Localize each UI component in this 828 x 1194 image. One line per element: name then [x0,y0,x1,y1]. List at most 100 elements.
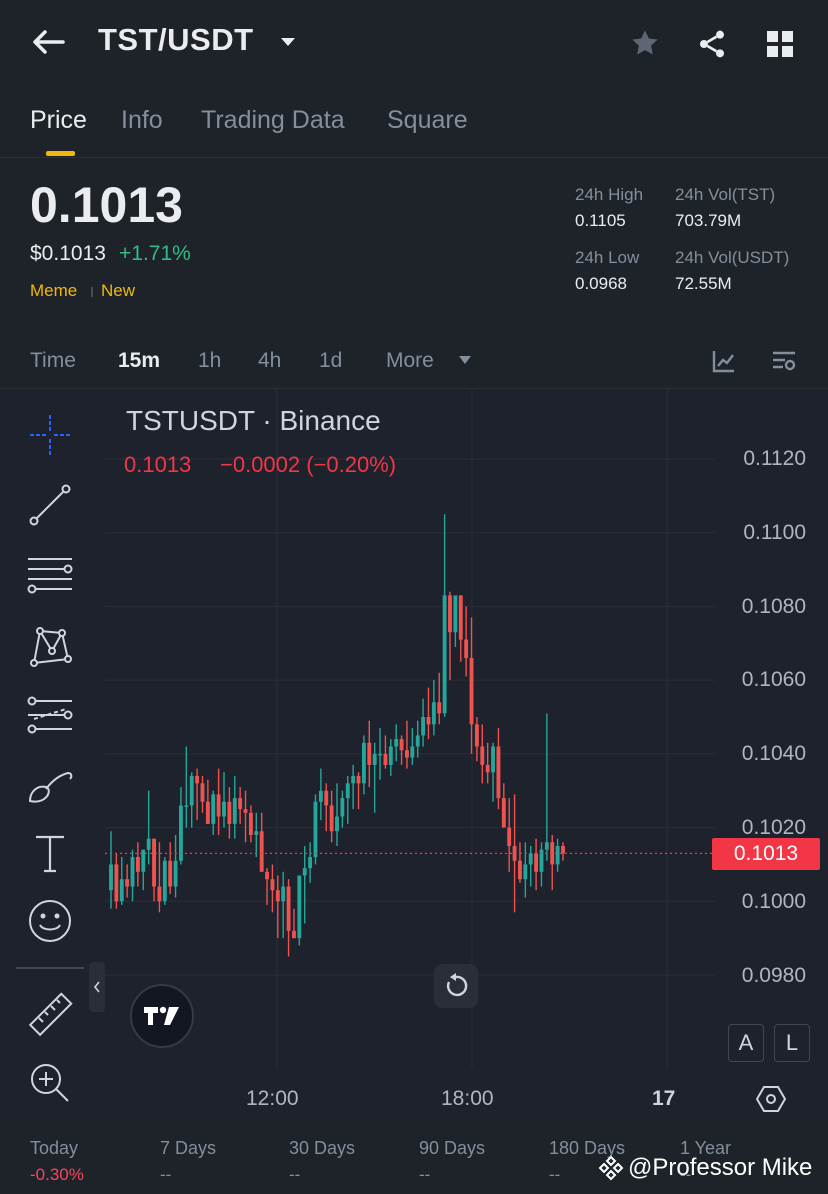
x-tick-label: 18:00 [441,1087,494,1110]
interval-1d[interactable]: 1d [319,349,343,372]
tag-meme[interactable]: Meme [30,281,78,300]
pair-title[interactable]: TST/USDT [98,22,254,57]
chart-ohlc-price: 0.1013 [124,452,192,477]
candle [496,728,501,810]
candle [130,849,135,902]
star-icon[interactable] [626,24,664,62]
candle [480,724,485,784]
candle [340,790,345,828]
candle [550,834,555,891]
candle [555,838,560,872]
chart-settings-icon[interactable] [768,345,800,377]
tab-info[interactable]: Info [121,106,163,134]
candle [539,842,544,887]
tab-trading-data[interactable]: Trading Data [201,106,345,134]
pattern-icon[interactable] [22,617,78,673]
candle [561,842,565,861]
tradingview-logo-icon[interactable] [130,984,194,1048]
candle [222,772,226,828]
period-7d-value: -- [160,1165,172,1184]
candle [367,720,372,788]
tab-square[interactable]: Square [387,106,468,134]
time-axis-settings-icon[interactable] [754,1082,788,1116]
candle [173,834,178,898]
indicator-icon[interactable] [708,345,740,377]
grid-menu-icon[interactable] [760,24,800,64]
candle [308,842,313,883]
candle [248,805,253,843]
ruler-icon[interactable] [22,987,78,1043]
candle [286,879,291,957]
fib-retracement-icon[interactable] [22,547,78,603]
current-price-tag: 0.1013 [712,838,820,870]
x-tick-label: 12:00 [246,1087,299,1110]
period-90d-label: 90 Days [419,1138,486,1158]
candle [421,698,426,747]
text-tool-icon[interactable] [22,825,78,881]
stat-low-value: 0.0968 [575,274,627,293]
x-tick-label: 17 [652,1087,676,1110]
trend-line-icon[interactable] [22,477,78,533]
tag-new[interactable]: New [101,281,136,300]
candle [512,794,517,913]
candle [297,875,302,946]
caret-down-icon[interactable] [276,30,300,54]
candle [448,591,452,681]
candle [227,787,232,839]
stat-vol-base-label: 24h Vol(TST) [675,185,776,204]
candlestick-chart[interactable] [0,389,828,1123]
chart-area[interactable] [0,389,828,1123]
crosshair-icon[interactable] [22,407,78,463]
candle [534,838,539,891]
forecast-icon[interactable] [22,687,78,743]
y-tick-label: 0.1100 [743,521,806,544]
more-caret-icon[interactable] [456,351,474,369]
candle [157,842,162,913]
candle [275,875,280,939]
interval-1h[interactable]: 1h [198,349,222,372]
candle [501,783,506,828]
period-1y-label: 1 Year [680,1138,732,1158]
brush-icon[interactable] [22,757,78,813]
back-arrow-icon[interactable] [24,24,72,60]
candle [200,775,205,813]
candle [119,857,124,905]
period-90d-value: -- [419,1165,431,1184]
candle [125,864,130,898]
candle [195,768,200,821]
toolbar-divider [16,967,84,969]
log-scale-button[interactable]: L [774,1024,810,1062]
candle [281,871,286,939]
zoom-in-icon[interactable] [22,1055,78,1111]
candle [394,724,399,762]
share-icon[interactable] [692,24,732,64]
y-tick-label: 0.1000 [741,890,806,913]
collapse-toolbar-handle[interactable] [89,962,105,1012]
candle [388,739,393,776]
binance-logo-icon [598,1155,624,1181]
watermark: @Professor Mike [598,1154,812,1182]
tab-price[interactable]: Price [30,106,87,134]
candle [431,680,436,736]
candle [458,595,463,662]
candle [410,728,415,765]
candle [523,842,528,898]
period-30d-value: -- [289,1165,301,1184]
chart-symbol: TSTUSDT · Binance [126,405,381,436]
auto-scale-button[interactable]: A [728,1024,764,1062]
candle [415,720,420,758]
interval-4h[interactable]: 4h [258,349,282,372]
candle [205,779,210,824]
candle [211,790,216,835]
active-tab-indicator [46,151,75,156]
interval-15m[interactable]: 15m [118,349,161,372]
emoji-icon[interactable] [22,893,78,949]
candle [168,842,173,894]
candle [518,842,522,883]
y-tick-label: 0.1060 [741,668,806,691]
interval-time[interactable]: Time [30,349,76,372]
candle [179,787,183,865]
interval-more[interactable]: More [386,349,434,372]
reset-chart-icon[interactable] [434,964,478,1008]
